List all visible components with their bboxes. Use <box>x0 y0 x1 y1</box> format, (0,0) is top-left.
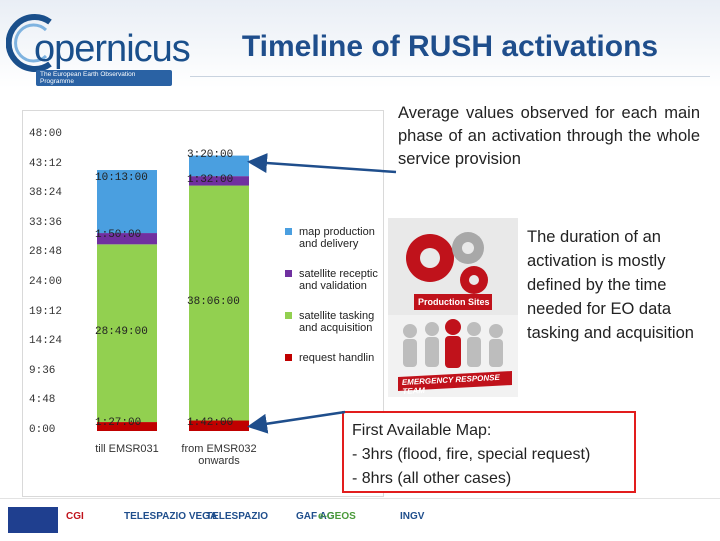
legend-item: request handlin <box>285 352 385 394</box>
segment-value-label: 1:32:00 <box>187 174 234 187</box>
chart-panel: 48:00 43:12 38:24 33:36 28:48 24:00 19:12 14:24… <box>22 110 384 497</box>
segment-value-label: 1:27:00 <box>95 417 142 429</box>
y-tick-label: 19:12 <box>29 305 63 318</box>
people-icon <box>398 319 512 391</box>
average-values-text: Average values observed for each main ph… <box>398 104 700 168</box>
bar-segment <box>97 170 157 234</box>
legend-swatch <box>285 270 292 277</box>
legend-swatch <box>285 354 292 361</box>
partner-logo: TELESPAZIO VEGA <box>124 511 218 522</box>
bar-segment <box>189 185 249 421</box>
first-map-title: First Available Map: <box>352 422 492 439</box>
first-map-line-1: - 3hrs (flood, fire, special request) <box>352 446 591 463</box>
segment-value-label: 3:20:00 <box>187 148 234 161</box>
segment-value-label: 28:49:00 <box>95 326 148 339</box>
partner-logos-footer: CGI TELESPAZIO VEGA TELESPAZIO GAF AG e-GEOS… <box>0 498 720 541</box>
partner-logo: CGI <box>66 511 84 522</box>
y-tick-label: 28:48 <box>29 246 63 259</box>
bar-segment <box>97 233 157 245</box>
first-map-line-2: - 8hrs (all other cases) <box>352 470 512 487</box>
legend-label: satellite tasking and acquisition <box>299 310 375 334</box>
y-tick-label: 38:24 <box>29 187 63 200</box>
y-tick-label: 48:00 <box>29 128 63 140</box>
y-tick-label: 33:36 <box>29 216 63 229</box>
logo-subtitle: The European Earth Observation Programme <box>36 70 172 86</box>
legend-label: request handlin <box>299 352 375 364</box>
copernicus-logo: opernicus The European Earth Observation… <box>6 10 191 86</box>
legend-item: satellite tasking and acquisition <box>285 310 385 352</box>
duration-text: The duration of an activation is mostly … <box>527 228 694 342</box>
y-tick-label: 14:24 <box>29 335 63 348</box>
legend-swatch <box>285 228 292 235</box>
bar-segment <box>189 176 249 186</box>
segment-value-label: 1:50:00 <box>95 229 142 242</box>
copernicus-c-icon <box>6 14 52 72</box>
legend-label: map production and delivery <box>299 226 375 250</box>
title-divider <box>190 76 710 77</box>
segment-value-label: 10:13:00 <box>95 172 148 185</box>
y-tick-label: 43:12 <box>29 157 63 170</box>
partner-logo: e-GEOS <box>318 511 356 522</box>
bar-segment <box>97 244 157 423</box>
category-label: till EMSR031 <box>95 443 159 455</box>
page-title: Timeline of RUSH activations <box>241 30 659 63</box>
legend-item: map production and delivery <box>285 226 385 268</box>
y-tick-label: 4:48 <box>29 394 56 407</box>
production-sites-image: Production Sites <box>388 218 518 318</box>
emergency-team-image: EMERGENCY RESPONSE TEAM <box>388 315 518 397</box>
category-label: from EMSR032 onwards <box>181 443 257 467</box>
logo-word: opernicus <box>34 28 191 70</box>
production-sites-label: Production Sites <box>418 297 490 307</box>
legend-swatch <box>285 312 292 319</box>
y-tick-label: 9:36 <box>29 364 56 377</box>
segment-value-label: 38:06:00 <box>187 296 240 309</box>
y-tick-label: 0:00 <box>29 424 56 436</box>
legend-item: satellite receptic and validation <box>285 268 385 310</box>
segment-value-label: 1:42:00 <box>187 417 234 429</box>
y-tick-label: 24:00 <box>29 276 63 288</box>
partner-logo: GAF AG <box>296 511 335 522</box>
eu-flag-icon <box>8 507 58 533</box>
gears-icon <box>406 232 492 310</box>
partner-logo: INGV <box>400 511 425 522</box>
stacked-bar-chart <box>97 155 249 431</box>
chart-legend: map production and delivery satellite rec… <box>285 226 385 394</box>
first-map-box: First Available Map: - 3hrs (flood, fire… <box>342 411 636 493</box>
bar-segment <box>189 155 249 177</box>
bar-segment <box>97 422 157 431</box>
partner-logo: TELESPAZIO <box>206 511 269 522</box>
bar-segment <box>189 420 249 431</box>
legend-label: satellite receptic and validation <box>299 268 378 292</box>
